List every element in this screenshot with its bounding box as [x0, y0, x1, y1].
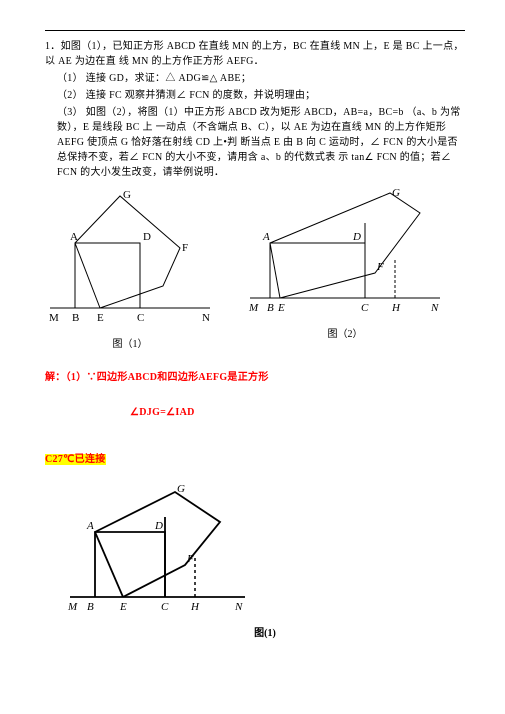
svg-text:H: H [190, 601, 200, 613]
svg-text:E: E [277, 302, 285, 314]
figure-row-1: A D G F M B E C N 图（1） A D G F M [45, 188, 465, 350]
svg-text:H: H [391, 302, 401, 314]
answer-line-2: ∠DJG=∠IAD [45, 405, 465, 420]
svg-text:F: F [186, 553, 194, 565]
svg-text:E: E [119, 601, 127, 613]
svg-text:N: N [202, 312, 210, 324]
svg-text:N: N [430, 302, 439, 314]
svg-text:A: A [262, 231, 270, 243]
svg-text:E: E [97, 312, 104, 324]
svg-text:G: G [123, 189, 131, 201]
problem-stem: 1．如图（1），已知正方形 ABCD 在直线 MN 的上方，BC 在直线 MN … [45, 39, 465, 69]
svg-text:B: B [267, 302, 274, 314]
svg-text:F: F [376, 261, 384, 273]
figure-1-caption: 图（1） [45, 335, 215, 350]
svg-text:M: M [67, 601, 78, 613]
figure-1-svg: A D G F M B E C N [45, 188, 215, 333]
status-note-text: C27℃已连接 [45, 454, 106, 465]
svg-text:C: C [361, 302, 369, 314]
svg-text:A: A [86, 520, 94, 532]
figure-3-caption: 图(1) [65, 624, 465, 639]
figure-2: A D G F M B E C H N 图（2） [245, 188, 445, 350]
svg-text:G: G [177, 483, 185, 495]
svg-text:A: A [70, 231, 78, 243]
top-rule [45, 30, 465, 31]
figure-2-caption: 图（2） [245, 325, 445, 340]
svg-text:B: B [87, 601, 94, 613]
svg-text:C: C [137, 312, 144, 324]
sub-2: （2） 连接 FC 观察并猜测∠ FCN 的度数，并说明理由； [45, 88, 465, 103]
status-note: C27℃已连接 [45, 452, 465, 467]
sub-3: （3） 如图（2），将图（1）中正方形 ABCD 改为矩形 ABCD，AB=a，… [45, 105, 465, 180]
figure-3: A D G F M B E C H N 图(1) [65, 477, 465, 639]
svg-text:M: M [248, 302, 259, 314]
answer-line-1: 解：（1）∵四边形ABCD和四边形AEFG是正方形 [45, 370, 465, 385]
svg-text:D: D [143, 231, 151, 243]
svg-text:C: C [161, 601, 169, 613]
svg-text:D: D [154, 520, 163, 532]
figure-1: A D G F M B E C N 图（1） [45, 188, 215, 350]
figure-3-svg: A D G F M B E C H N [65, 477, 250, 622]
svg-text:F: F [182, 242, 188, 254]
figure-2-svg: A D G F M B E C H N [245, 188, 445, 323]
svg-text:D: D [352, 231, 361, 243]
svg-text:G: G [392, 188, 400, 199]
sub-1: （1） 连接 GD，求证：△ ADG≌△ ABE； [45, 71, 465, 86]
svg-text:M: M [49, 312, 59, 324]
svg-text:B: B [72, 312, 79, 324]
svg-text:N: N [234, 601, 243, 613]
